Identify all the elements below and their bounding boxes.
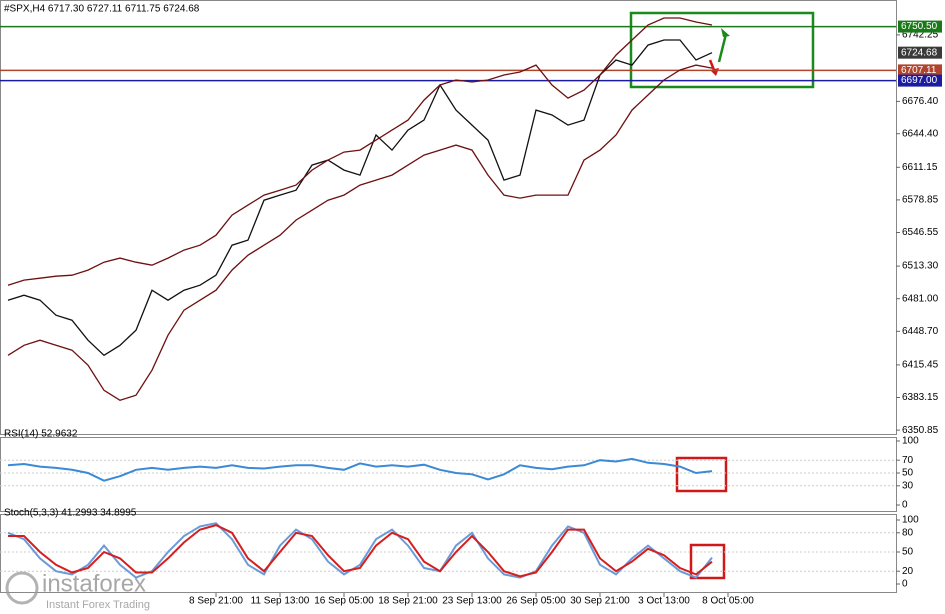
y-tick-label: 6578.85 — [902, 195, 939, 206]
y-tick-label: 6611.15 — [902, 162, 938, 173]
price-label-box — [898, 64, 942, 77]
y-tick-label: 30 — [902, 480, 914, 491]
series-line — [7, 64, 713, 402]
brand: instaforex — [42, 570, 146, 597]
y-tick-label: 6513.30 — [902, 261, 939, 272]
y-tick-label: 20 — [902, 566, 914, 577]
y-tick-label: 0 — [902, 579, 908, 590]
x-tick-label: 11 Sep 13:00 — [251, 596, 310, 607]
tagline: Instant Forex Trading — [46, 599, 150, 611]
main-frame — [0, 0, 897, 435]
y-tick-label: 0 — [902, 500, 908, 511]
series-line — [7, 39, 713, 357]
y-tick-label: 6481.00 — [902, 293, 939, 304]
panel-title: RSI(14) 52.9632 — [4, 429, 78, 440]
y-tick-label: 6415.45 — [902, 360, 939, 371]
y-tick-label: 80 — [902, 527, 914, 538]
arrow-up — [717, 33, 728, 63]
logo — [5, 571, 39, 605]
y-tick-label: 6676.40 — [902, 96, 939, 107]
price-label-box — [898, 74, 942, 87]
series-line — [7, 522, 713, 579]
highlight-box — [689, 543, 726, 580]
price-label-box — [898, 46, 942, 59]
price-label: 6697.00 — [901, 75, 938, 86]
x-tick-label: 23 Sep 13:00 — [442, 596, 502, 607]
arrow-down — [708, 59, 716, 71]
panel-title: Stoch(5,3,3) 41.2993 34.8995 — [4, 508, 137, 519]
y-tick-label: 6350.85 — [902, 425, 939, 436]
y-tick-label: 6546.55 — [902, 227, 939, 238]
x-tick-label: 30 Sep 21:00 — [570, 596, 630, 607]
price-label: 6750.50 — [901, 21, 938, 32]
price-label-box — [898, 20, 942, 33]
price-label: 6724.68 — [901, 47, 938, 58]
y-tick-label: 6644.40 — [902, 128, 939, 139]
x-tick-label: 8 Oct 05:00 — [702, 596, 754, 607]
y-tick-label: 100 — [902, 515, 919, 526]
y-tick-label: 100 — [902, 436, 919, 447]
watermark: instaforex Instant Forex Trading — [5, 570, 150, 611]
y-tick-label: 6742.25 — [902, 30, 939, 41]
series-line — [8, 524, 713, 578]
y-tick-label: 6448.70 — [902, 326, 939, 337]
arrow-head — [721, 28, 730, 37]
x-tick-label: 16 Sep 05:00 — [314, 596, 374, 607]
y-tick-label: 6383.15 — [902, 392, 939, 403]
rsi-frame — [0, 437, 897, 512]
series-line — [7, 17, 713, 286]
highlight-box — [629, 11, 815, 89]
panel-title: #SPX,H4 6717.30 6727.11 6711.75 6724.68 — [4, 4, 200, 15]
x-tick-label: 3 Oct 13:00 — [638, 596, 690, 607]
series-line — [7, 457, 713, 482]
x-tick-label: 26 Sep 05:00 — [506, 596, 566, 607]
x-tick-label: 8 Sep 21:00 — [189, 596, 243, 607]
y-tick-label: 50 — [902, 468, 914, 479]
highlight-box — [675, 456, 728, 493]
stoch-frame — [0, 514, 897, 593]
y-tick-label: 70 — [902, 455, 914, 466]
x-tick-label: 18 Sep 21:00 — [378, 596, 438, 607]
price-label: 6707.11 — [901, 65, 937, 76]
y-tick-label: 50 — [902, 547, 914, 558]
